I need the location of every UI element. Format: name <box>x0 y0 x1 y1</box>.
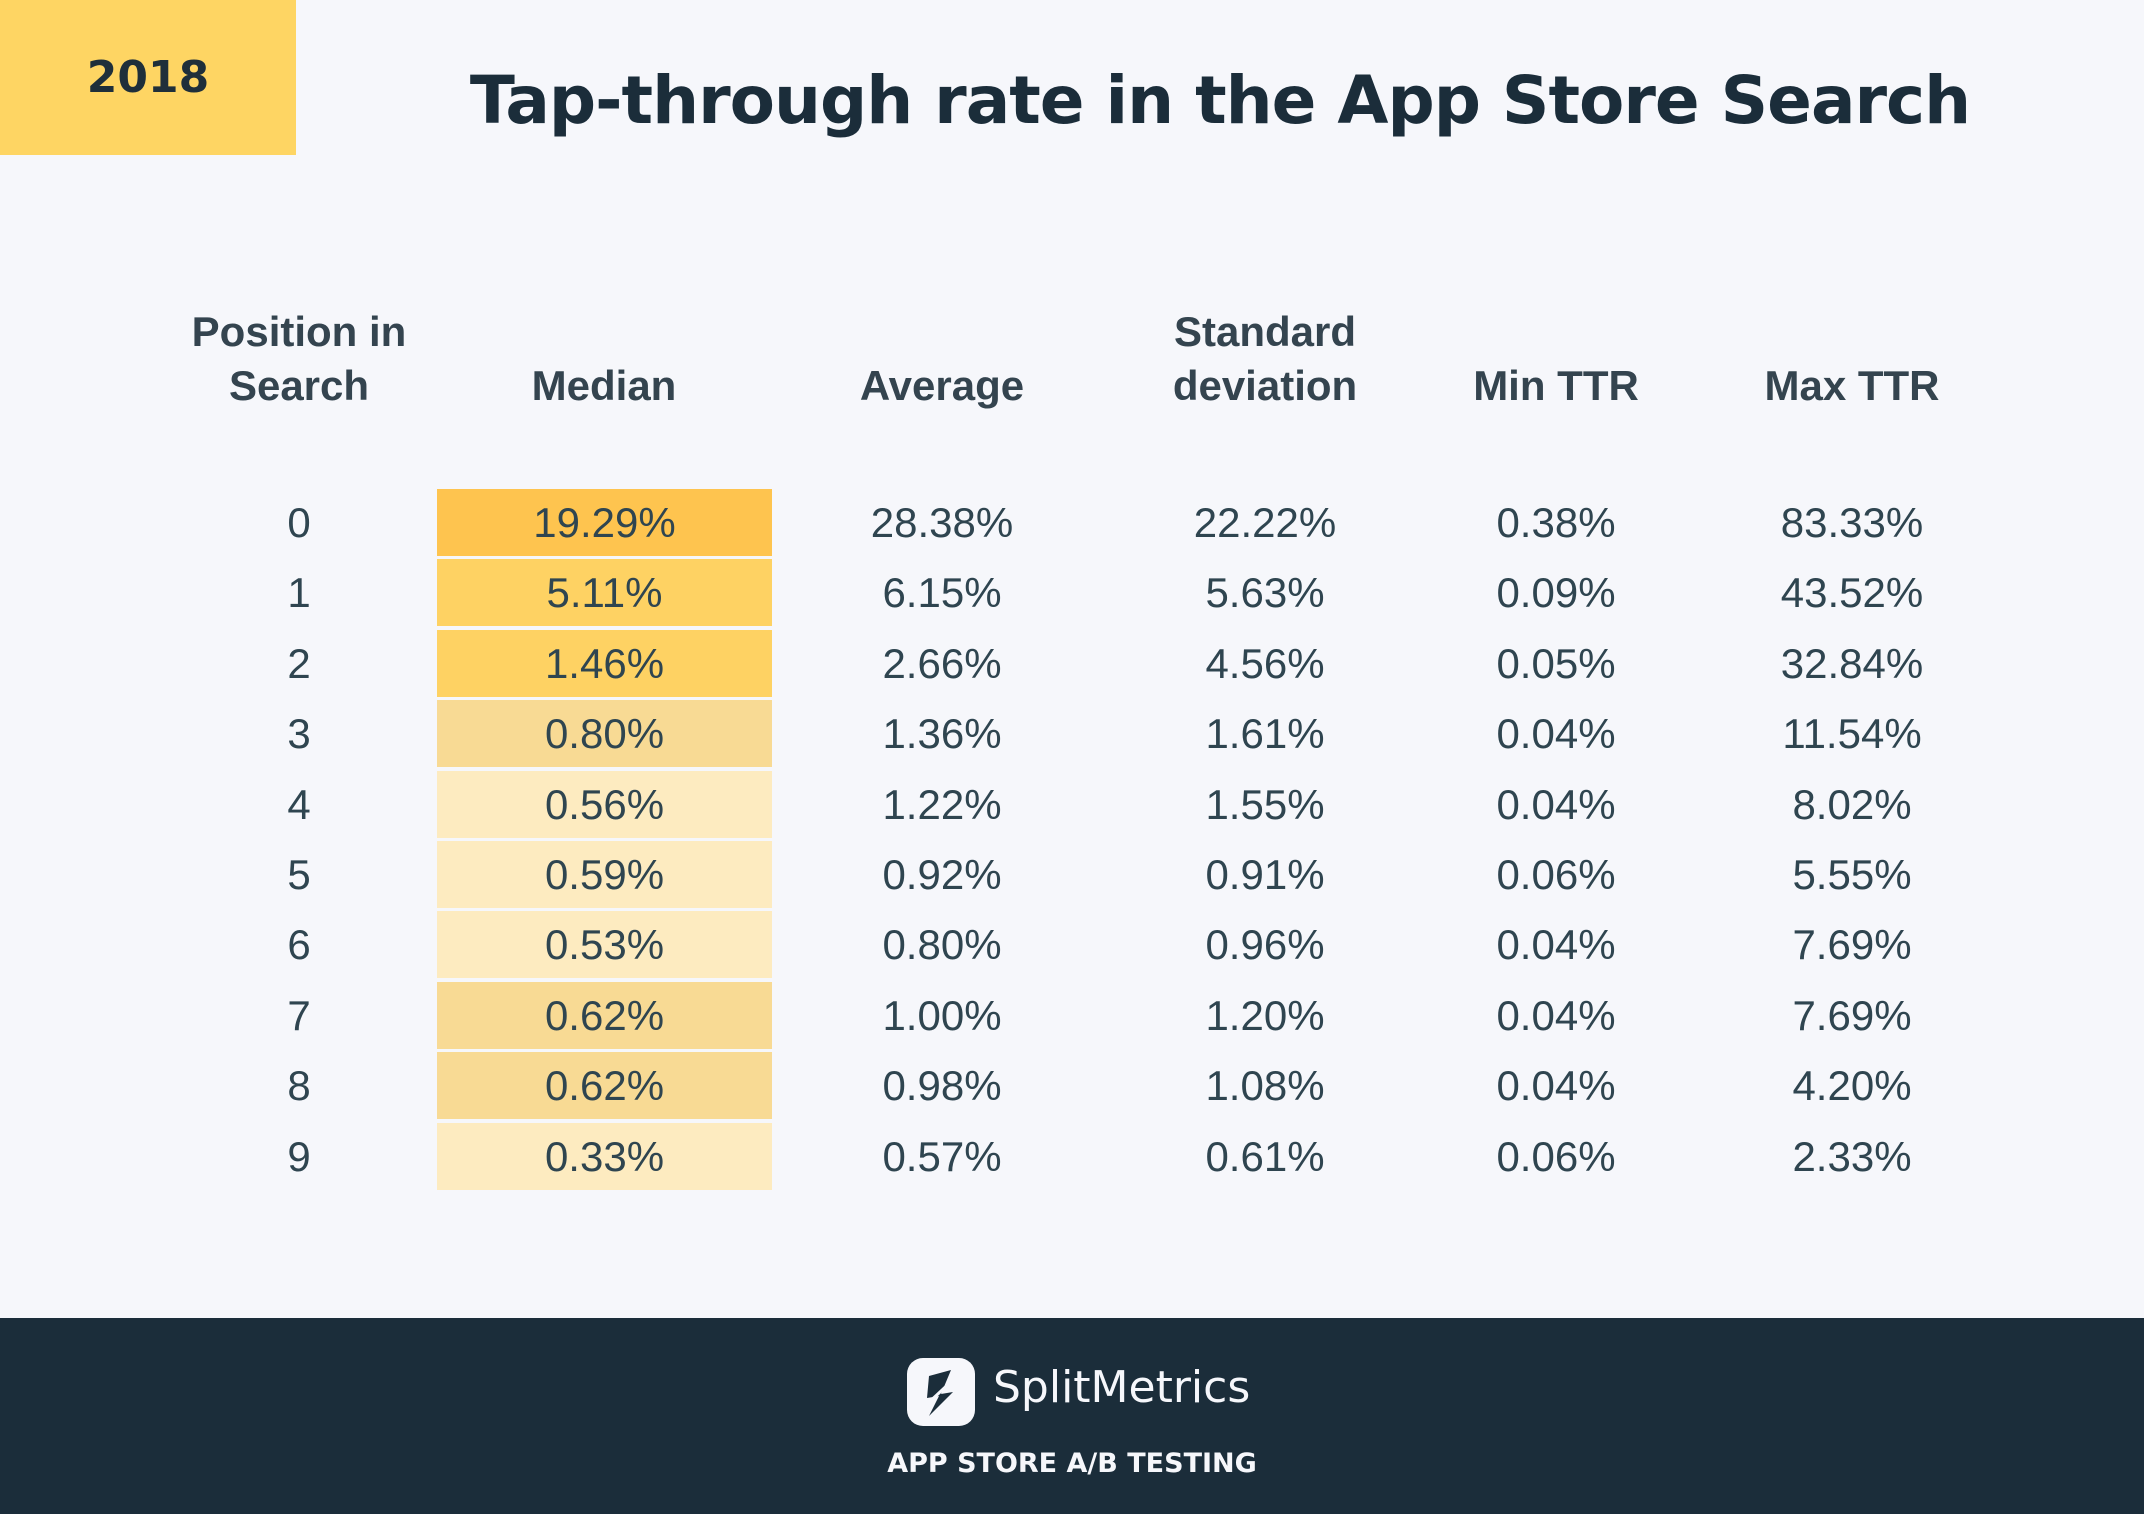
max-cell: 7.69% <box>1792 921 1912 969</box>
header-std: Standard deviation <box>1115 305 1415 413</box>
std-cell: 4.56% <box>1205 639 1325 687</box>
position-cell: 8 <box>287 1062 311 1110</box>
header-median: Median <box>531 362 677 409</box>
brand-name: SplitMetrics <box>993 1362 1251 1413</box>
max-cell: 8.02% <box>1792 780 1912 828</box>
median-cell: 0.53% <box>437 911 772 979</box>
year-badge: 2018 <box>0 0 296 155</box>
std-cell: 0.91% <box>1205 851 1325 898</box>
position-cell: 0 <box>287 499 311 546</box>
median-cell: 0.56% <box>437 770 772 838</box>
average-cell: 1.22% <box>882 780 1002 828</box>
std-cell: 1.61% <box>1205 710 1325 758</box>
header-std-line1: Standard <box>1173 308 1357 355</box>
min-cell: 0.06% <box>1496 851 1616 898</box>
average-cell: 1.36% <box>882 710 1002 758</box>
tagline: APP STORE A/B TESTING <box>887 1448 1257 1479</box>
page-title: Tap-through rate in the App Store Search <box>469 62 1971 139</box>
median-cell: 0.80% <box>437 700 772 768</box>
median-cell: 0.33% <box>437 1122 772 1190</box>
median-cell: 0.62% <box>437 1052 772 1120</box>
position-cell: 2 <box>287 639 311 687</box>
min-cell: 0.09% <box>1496 569 1616 617</box>
header-average: Average <box>859 362 1025 409</box>
min-cell: 0.04% <box>1496 921 1616 969</box>
min-cell: 0.06% <box>1496 1132 1616 1180</box>
max-cell: 7.69% <box>1792 991 1912 1039</box>
median-cell: 1.46% <box>437 629 772 697</box>
max-cell: 83.33% <box>1780 499 1924 546</box>
min-cell: 0.05% <box>1496 639 1616 687</box>
position-cell: 6 <box>287 921 311 969</box>
average-cell: 1.00% <box>882 991 1002 1039</box>
std-cell: 22.22% <box>1193 499 1337 546</box>
average-cell: 0.57% <box>882 1132 1002 1180</box>
max-cell: 4.20% <box>1792 1062 1912 1110</box>
average-cell: 0.80% <box>882 921 1002 969</box>
max-cell: 2.33% <box>1792 1132 1912 1180</box>
header-min: Min TTR <box>1473 362 1639 409</box>
std-cell: 1.20% <box>1205 991 1325 1039</box>
footer <box>0 1318 2144 1514</box>
header-position-line2: Search <box>228 362 370 409</box>
median-cell: 5.11% <box>437 559 772 627</box>
std-cell: 1.55% <box>1205 780 1325 828</box>
average-cell: 6.15% <box>882 569 1002 617</box>
std-cell: 0.61% <box>1205 1132 1325 1180</box>
position-cell: 7 <box>287 991 311 1039</box>
position-cell: 5 <box>287 851 311 898</box>
position-cell: 9 <box>287 1132 311 1180</box>
min-cell: 0.04% <box>1496 780 1616 828</box>
std-cell: 1.08% <box>1205 1062 1325 1110</box>
min-cell: 0.04% <box>1496 991 1616 1039</box>
median-cell: 19.29% <box>437 489 772 556</box>
min-cell: 0.38% <box>1496 499 1616 546</box>
min-cell: 0.04% <box>1496 710 1616 758</box>
max-cell: 11.54% <box>1782 710 1922 758</box>
average-cell: 2.66% <box>882 639 1002 687</box>
std-cell: 0.96% <box>1205 921 1325 969</box>
max-cell: 5.55% <box>1792 851 1912 898</box>
median-cell: 0.62% <box>437 981 772 1049</box>
splitmetrics-logo-icon <box>907 1358 975 1426</box>
max-cell: 32.84% <box>1780 639 1924 687</box>
average-cell: 28.38% <box>870 499 1014 546</box>
header-std-line2: deviation <box>1172 362 1358 409</box>
position-cell: 4 <box>287 780 311 828</box>
header-position-line1: Position in <box>191 308 407 355</box>
median-cell: 0.59% <box>437 841 772 908</box>
header-max: Max TTR <box>1764 362 1940 409</box>
average-cell: 0.98% <box>882 1062 1002 1110</box>
header-position: Position in Search <box>149 305 449 413</box>
min-cell: 0.04% <box>1496 1062 1616 1110</box>
std-cell: 5.63% <box>1205 569 1325 617</box>
max-cell: 43.52% <box>1780 569 1924 617</box>
position-cell: 1 <box>287 569 311 617</box>
average-cell: 0.92% <box>882 851 1002 898</box>
position-cell: 3 <box>287 710 311 758</box>
